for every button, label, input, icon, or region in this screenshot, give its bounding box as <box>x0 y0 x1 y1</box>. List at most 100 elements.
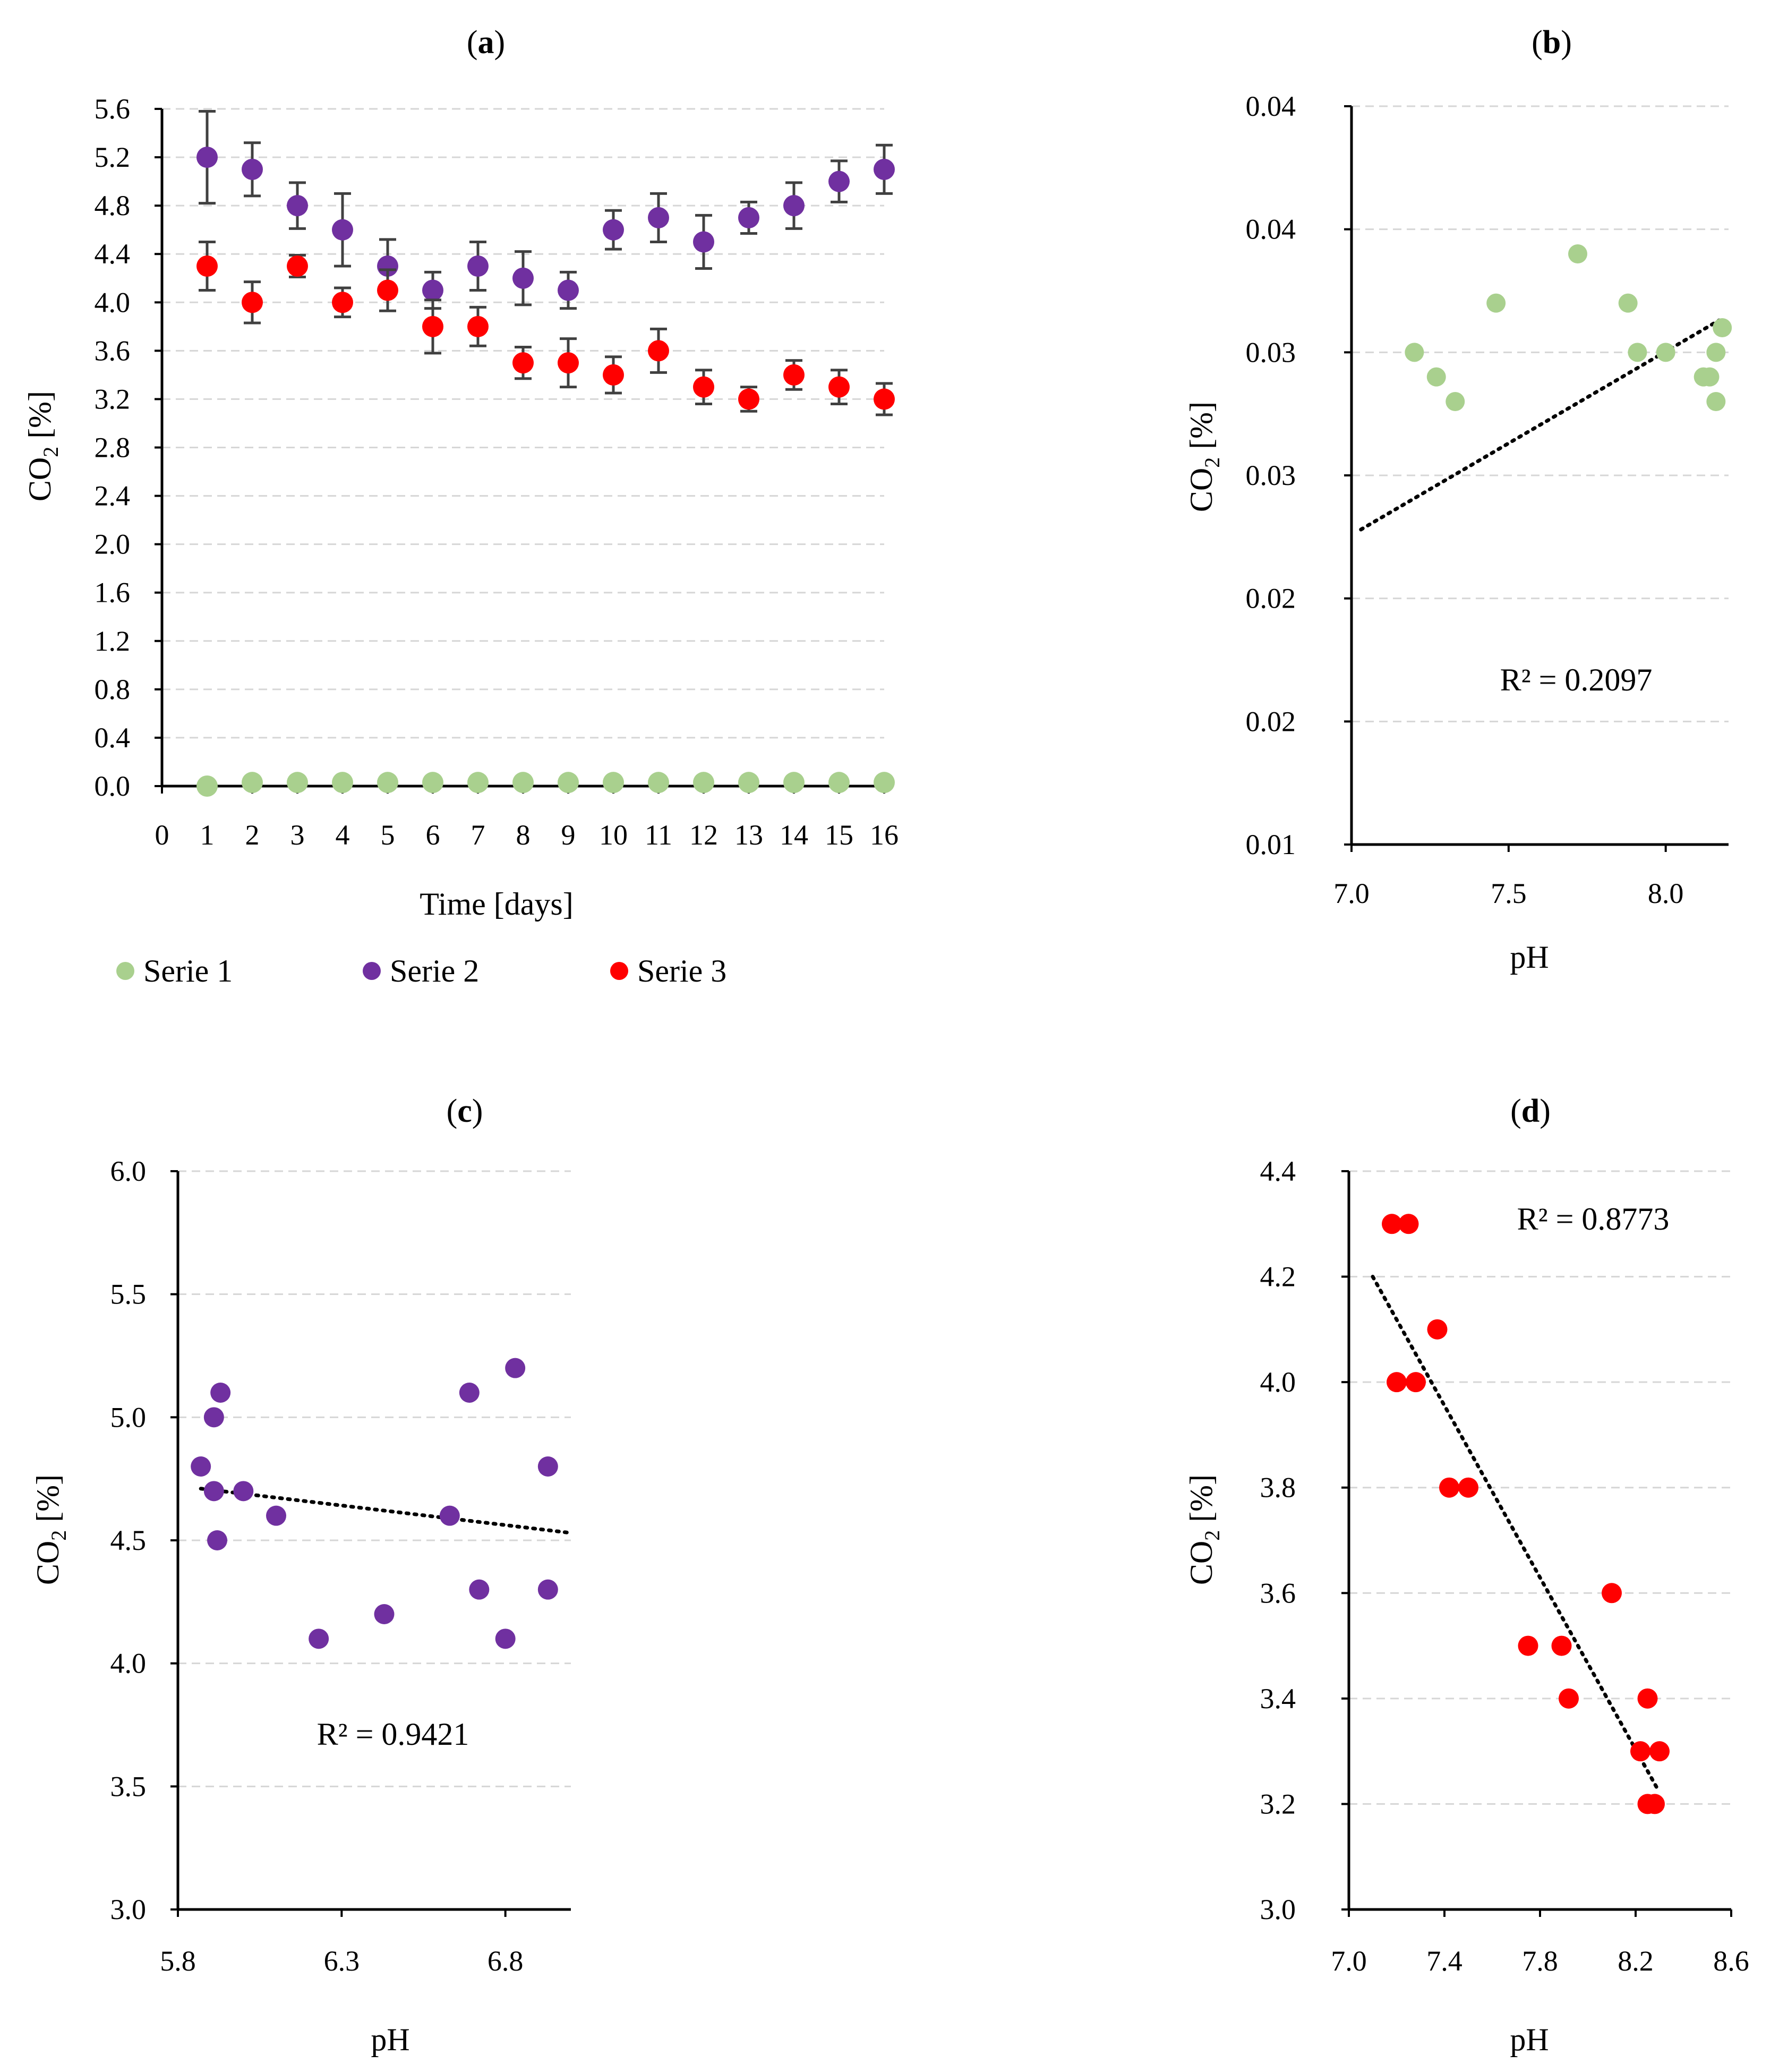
data-point-serie-3[interactable] <box>603 364 624 386</box>
data-point-serie-1[interactable] <box>467 772 489 794</box>
data-point[interactable] <box>1656 343 1675 362</box>
data-point[interactable] <box>1382 1214 1402 1234</box>
data-point-serie-1[interactable] <box>287 772 308 794</box>
data-point[interactable] <box>1713 318 1732 337</box>
data-point[interactable] <box>1551 1635 1572 1656</box>
data-point[interactable] <box>1398 1214 1419 1234</box>
data-point[interactable] <box>203 1481 224 1502</box>
data-point-serie-2[interactable] <box>467 255 489 277</box>
data-point[interactable] <box>374 1604 395 1624</box>
data-point-serie-1[interactable] <box>558 772 579 794</box>
data-point-serie-2[interactable] <box>287 195 308 217</box>
data-point[interactable] <box>1559 1688 1579 1709</box>
data-point-serie-1[interactable] <box>738 772 759 794</box>
legend-item-serie3[interactable]: Serie 3 <box>610 953 726 988</box>
data-point-serie-3[interactable] <box>693 376 714 398</box>
legend-item-serie1[interactable]: Serie 1 <box>116 953 233 988</box>
y-tick-label: 4.4 <box>95 238 131 270</box>
data-point[interactable] <box>309 1628 329 1649</box>
data-point-serie-1[interactable] <box>377 772 398 794</box>
data-point[interactable] <box>1700 367 1720 387</box>
y-tick-label: 0.03 <box>1246 459 1296 491</box>
data-point[interactable] <box>537 1579 558 1600</box>
data-point[interactable] <box>266 1505 286 1526</box>
data-point-serie-2[interactable] <box>874 158 895 180</box>
data-point[interactable] <box>1387 1372 1407 1393</box>
data-point-serie-1[interactable] <box>828 772 850 794</box>
data-point[interactable] <box>207 1530 227 1550</box>
data-point-serie-3[interactable] <box>332 292 353 313</box>
data-point-serie-2[interactable] <box>648 207 669 228</box>
data-point-serie-2[interactable] <box>603 219 624 241</box>
data-point[interactable] <box>459 1383 480 1403</box>
data-point-serie-3[interactable] <box>287 255 308 277</box>
data-point-serie-1[interactable] <box>422 772 443 794</box>
y-tick-label: 4.0 <box>1260 1366 1296 1398</box>
data-point[interactable] <box>210 1383 231 1403</box>
data-point-serie-3[interactable] <box>242 292 263 313</box>
data-point-serie-1[interactable] <box>693 772 714 794</box>
data-point-serie-3[interactable] <box>558 352 579 374</box>
data-point[interactable] <box>233 1481 254 1502</box>
data-point-serie-2[interactable] <box>332 219 353 241</box>
data-point[interactable] <box>469 1579 490 1600</box>
data-point[interactable] <box>537 1456 558 1477</box>
data-point-serie-2[interactable] <box>738 207 759 228</box>
y-tick-label: 3.0 <box>110 1894 147 1925</box>
data-point[interactable] <box>1618 293 1638 313</box>
x-tick-label: 13 <box>734 819 763 851</box>
data-point[interactable] <box>1706 392 1726 411</box>
data-point-serie-3[interactable] <box>828 376 850 398</box>
data-point[interactable] <box>1405 343 1424 362</box>
data-point-serie-2[interactable] <box>828 170 850 192</box>
data-point[interactable] <box>1645 1794 1665 1814</box>
data-point[interactable] <box>1518 1635 1538 1656</box>
data-point-serie-1[interactable] <box>648 772 669 794</box>
data-point-serie-1[interactable] <box>874 772 895 794</box>
data-point-serie-1[interactable] <box>196 775 218 797</box>
data-point[interactable] <box>495 1628 516 1649</box>
data-point-serie-3[interactable] <box>467 316 489 337</box>
data-point[interactable] <box>1568 244 1587 263</box>
data-point-serie-3[interactable] <box>738 388 759 410</box>
data-point[interactable] <box>1446 392 1465 411</box>
legend-item-serie2[interactable]: Serie 2 <box>363 953 479 988</box>
data-point-serie-2[interactable] <box>422 279 443 301</box>
data-point[interactable] <box>1486 293 1506 313</box>
data-point-serie-2[interactable] <box>512 267 534 289</box>
data-point[interactable] <box>1439 1477 1459 1498</box>
data-point[interactable] <box>1427 1319 1448 1340</box>
data-point[interactable] <box>191 1456 211 1477</box>
data-point[interactable] <box>1706 343 1726 362</box>
data-point[interactable] <box>1649 1741 1670 1762</box>
data-point-serie-3[interactable] <box>377 279 398 301</box>
data-point-serie-1[interactable] <box>242 772 263 794</box>
data-point[interactable] <box>1426 367 1446 387</box>
data-point-serie-3[interactable] <box>648 340 669 362</box>
data-point-serie-2[interactable] <box>783 195 805 217</box>
data-point[interactable] <box>1628 343 1647 362</box>
data-point[interactable] <box>439 1505 460 1526</box>
data-point-serie-2[interactable] <box>377 255 398 277</box>
data-point-serie-3[interactable] <box>196 255 218 277</box>
data-point[interactable] <box>1637 1688 1658 1709</box>
data-point-serie-2[interactable] <box>693 231 714 253</box>
data-point-serie-1[interactable] <box>332 772 353 794</box>
data-point[interactable] <box>1458 1477 1478 1498</box>
legend-marker-serie1 <box>116 962 134 980</box>
data-point-serie-3[interactable] <box>874 388 895 410</box>
data-point[interactable] <box>1630 1741 1650 1762</box>
data-point-serie-2[interactable] <box>242 158 263 180</box>
data-point-serie-1[interactable] <box>783 772 805 794</box>
data-point-serie-2[interactable] <box>558 279 579 301</box>
data-point[interactable] <box>203 1407 224 1428</box>
data-point-serie-3[interactable] <box>783 364 805 386</box>
data-point[interactable] <box>1602 1583 1622 1604</box>
data-point-serie-3[interactable] <box>512 352 534 374</box>
data-point-serie-3[interactable] <box>422 316 443 337</box>
data-point-serie-2[interactable] <box>196 147 218 168</box>
data-point[interactable] <box>505 1358 526 1378</box>
data-point[interactable] <box>1406 1372 1426 1393</box>
data-point-serie-1[interactable] <box>603 772 624 794</box>
data-point-serie-1[interactable] <box>512 772 534 794</box>
